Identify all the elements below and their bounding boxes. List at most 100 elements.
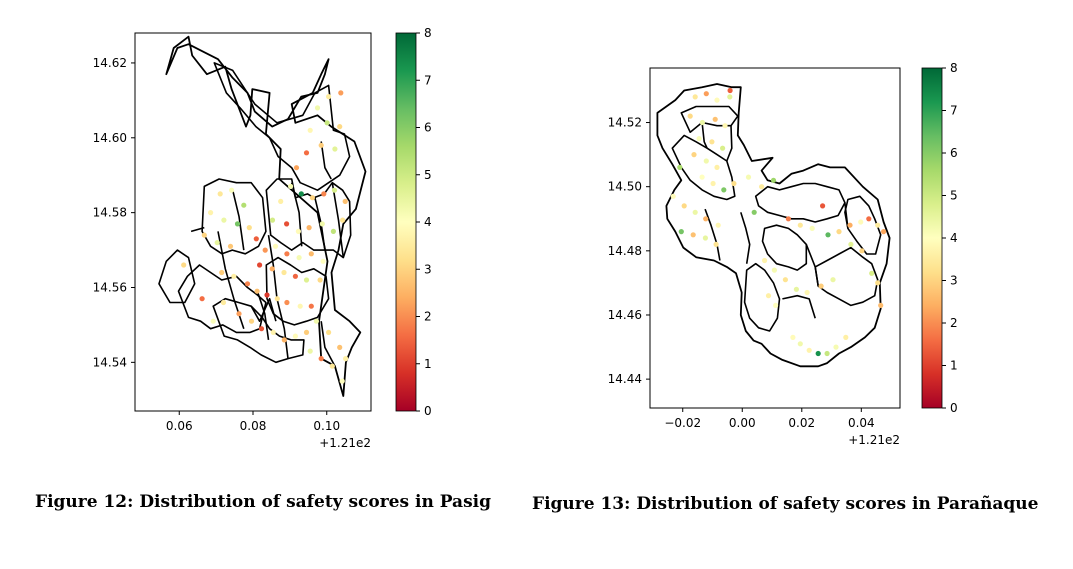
safety-point xyxy=(722,123,728,129)
safety-point xyxy=(236,311,242,317)
safety-point xyxy=(284,299,290,306)
safety-point xyxy=(714,97,720,103)
safety-point xyxy=(815,350,821,357)
colorbar-tick-label: 5 xyxy=(424,168,432,182)
safety-point xyxy=(782,277,788,283)
district-boundary xyxy=(290,182,303,247)
safety-point xyxy=(281,269,287,276)
district-boundary xyxy=(256,290,270,341)
safety-point xyxy=(331,187,338,193)
colorbar-tick-label: 2 xyxy=(424,310,432,324)
safety-point xyxy=(281,337,287,343)
safety-point xyxy=(181,262,187,268)
district-boundary xyxy=(740,212,751,264)
safety-point xyxy=(770,177,777,183)
safety-point xyxy=(307,348,313,354)
safety-point xyxy=(881,229,887,235)
safety-point xyxy=(274,296,280,302)
safety-point xyxy=(848,241,854,247)
safety-point xyxy=(866,216,872,222)
district-boundary xyxy=(726,125,733,162)
district-boundary xyxy=(231,190,245,251)
safety-point xyxy=(264,292,270,298)
safety-point xyxy=(306,225,312,231)
colorbar-tick-label: 4 xyxy=(424,215,432,229)
safety-point xyxy=(253,236,259,242)
safety-point xyxy=(258,326,265,332)
safety-point xyxy=(806,347,812,353)
safety-point xyxy=(878,302,884,308)
district-boundary xyxy=(158,249,196,304)
pasig-safety-map: 0.06 0.08 0.10 +1.21e2 14.54 14.56 14.58 14.60 1… xyxy=(93,26,432,450)
safety-point xyxy=(699,119,705,126)
safety-point xyxy=(702,235,708,241)
safety-point xyxy=(308,251,314,257)
safety-point xyxy=(773,302,779,308)
safety-point xyxy=(244,281,251,287)
district-boundary xyxy=(213,62,351,191)
safety-point xyxy=(296,255,302,261)
y-tick-label: 14.48 xyxy=(608,244,642,258)
y-tick-label: 14.54 xyxy=(93,355,127,369)
colorbar-tick-label: 3 xyxy=(950,274,958,288)
safety-point xyxy=(313,318,319,324)
paranaque-safety-map: −0.02 0.00 0.02 0.04 +1.21e2 14.44 14.46 14.48 1… xyxy=(608,61,958,447)
safety-point xyxy=(337,344,343,350)
safety-point xyxy=(712,116,718,122)
safety-point xyxy=(292,273,298,279)
safety-point xyxy=(699,174,705,180)
safety-point xyxy=(727,87,733,94)
district-boundary xyxy=(754,182,846,223)
colorbar-tick-label: 7 xyxy=(424,73,432,87)
safety-point xyxy=(836,229,842,235)
safety-point xyxy=(804,289,810,296)
safety-point xyxy=(320,258,326,264)
colorbar-tick-label: 7 xyxy=(950,104,958,118)
safety-point xyxy=(681,203,687,209)
safety-point xyxy=(703,216,709,222)
figure-12: 0.06 0.08 0.10 +1.21e2 14.54 14.56 14.58 14.60 1… xyxy=(0,0,520,569)
safety-point xyxy=(670,193,676,199)
safety-point xyxy=(308,303,314,309)
safety-point xyxy=(875,280,881,286)
colorbar-tick-label: 3 xyxy=(424,262,432,276)
x-tick-label: 0.06 xyxy=(166,419,193,433)
district-boundary xyxy=(782,294,816,319)
colorbar xyxy=(921,67,943,409)
safety-point xyxy=(696,136,702,142)
district-boundary xyxy=(844,202,849,229)
x-tick-label: 0.04 xyxy=(848,416,875,430)
safety-point xyxy=(692,209,698,215)
district-boundary xyxy=(701,122,708,149)
safety-point xyxy=(221,217,227,223)
safety-point xyxy=(284,251,290,257)
safety-point xyxy=(220,299,227,306)
district-boundary xyxy=(320,141,332,180)
safety-point xyxy=(762,257,768,264)
safety-point xyxy=(727,94,733,100)
safety-point xyxy=(303,277,310,283)
district-boundary xyxy=(250,297,277,323)
x-offset-label: +1.21e2 xyxy=(319,436,371,450)
safety-point xyxy=(297,303,303,309)
colorbar-tick-label: 8 xyxy=(950,61,958,75)
safety-point xyxy=(324,120,330,126)
safety-point xyxy=(691,152,697,158)
x-tick-label: 0.10 xyxy=(313,419,340,433)
safety-point xyxy=(751,209,757,215)
district-boundary xyxy=(805,244,819,287)
y-tick-label: 14.62 xyxy=(93,56,127,70)
colorbar xyxy=(395,32,417,412)
safety-point xyxy=(797,222,803,228)
safety-point xyxy=(820,203,826,209)
safety-point xyxy=(262,247,268,253)
safety-point xyxy=(833,344,839,350)
safety-point xyxy=(703,158,709,164)
district-boundary xyxy=(201,178,267,255)
colorbar-tick-label: 1 xyxy=(950,359,958,373)
safety-point xyxy=(714,164,720,170)
safety-point xyxy=(337,124,343,130)
y-tick-label: 14.44 xyxy=(608,372,642,386)
safety-point xyxy=(314,105,321,111)
safety-point xyxy=(709,139,715,145)
